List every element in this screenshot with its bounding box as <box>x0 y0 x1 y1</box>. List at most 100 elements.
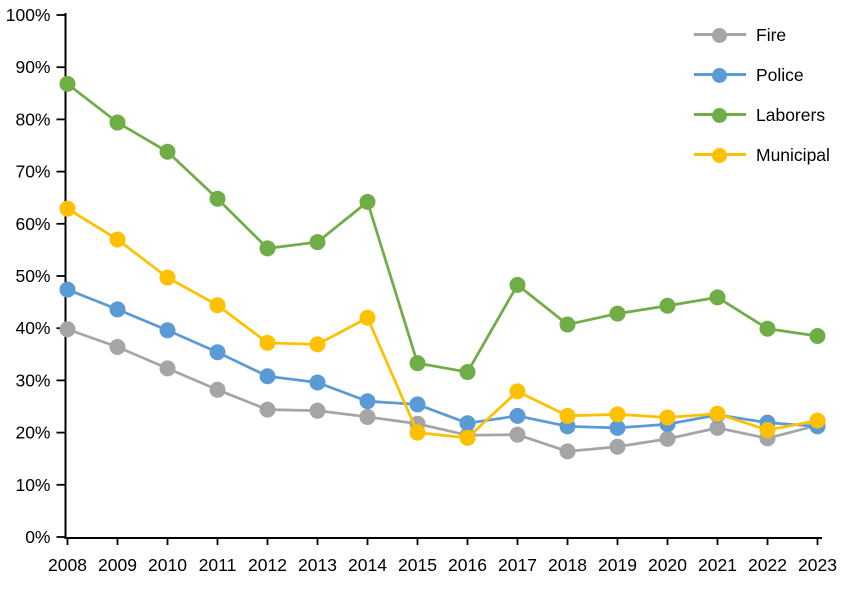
x-tick-label-2023: 2023 <box>798 555 837 575</box>
x-tick-label-2022: 2022 <box>748 555 787 575</box>
legend-label-police: Police <box>756 64 804 85</box>
x-tick-label-2021: 2021 <box>698 555 737 575</box>
data-point-laborers-2017 <box>509 276 526 293</box>
data-point-police-2012 <box>259 368 276 385</box>
y-tick-label-30: 30% <box>15 370 50 390</box>
legend-label-fire: Fire <box>756 24 787 45</box>
data-point-laborers-2008 <box>59 75 76 92</box>
data-point-laborers-2018 <box>559 316 576 333</box>
x-tick-label-2016: 2016 <box>448 555 487 575</box>
data-point-laborers-2015 <box>409 355 426 372</box>
series-line-municipal <box>66 207 819 440</box>
data-point-municipal-2017 <box>509 383 526 400</box>
x-tick-label-2018: 2018 <box>548 555 587 575</box>
data-point-police-2008 <box>59 281 76 298</box>
data-point-laborers-2012 <box>259 240 276 257</box>
data-point-laborers-2019 <box>609 305 626 322</box>
legend: Fire Police Laborers Municipal <box>694 24 830 165</box>
legend-label-municipal: Municipal <box>756 144 830 165</box>
data-point-municipal-2018 <box>559 407 576 424</box>
data-point-municipal-2011 <box>209 297 226 314</box>
legend-item-municipal: Municipal <box>694 144 830 165</box>
y-tick-label-0: 0% <box>25 527 50 547</box>
data-point-municipal-2021 <box>709 405 726 422</box>
x-tick-label-2020: 2020 <box>648 555 687 575</box>
data-point-municipal-2014 <box>359 309 376 326</box>
data-point-fire-2017 <box>509 426 526 443</box>
data-point-fire-2010 <box>159 360 176 377</box>
data-point-laborers-2010 <box>159 143 176 160</box>
x-tick-label-2014: 2014 <box>348 555 387 575</box>
laborers-series-swatch-icon <box>694 107 746 123</box>
data-point-police-2014 <box>359 393 376 410</box>
y-tick-label-10: 10% <box>15 475 50 495</box>
data-point-municipal-2023 <box>809 412 826 429</box>
data-point-municipal-2015 <box>409 424 426 441</box>
data-point-laborers-2023 <box>809 328 826 345</box>
data-point-laborers-2013 <box>309 234 326 251</box>
data-point-fire-2018 <box>559 443 576 460</box>
data-point-police-2009 <box>109 301 126 318</box>
data-point-municipal-2019 <box>609 406 626 423</box>
x-tick-label-2017: 2017 <box>498 555 537 575</box>
data-point-fire-2014 <box>359 408 376 425</box>
data-point-police-2016 <box>459 415 476 432</box>
data-point-fire-2019 <box>609 438 626 455</box>
data-point-fire-2020 <box>659 430 676 447</box>
x-tick-label-2010: 2010 <box>148 555 187 575</box>
x-tick-label-2013: 2013 <box>298 555 337 575</box>
data-point-police-2011 <box>209 344 226 361</box>
series-line-fire <box>66 327 819 453</box>
legend-item-laborers: Laborers <box>694 104 830 125</box>
legend-item-fire: Fire <box>694 24 830 45</box>
data-point-laborers-2021 <box>709 289 726 306</box>
data-point-municipal-2016 <box>459 429 476 446</box>
x-tick-label-2015: 2015 <box>398 555 437 575</box>
x-tick-label-2019: 2019 <box>598 555 637 575</box>
data-point-municipal-2022 <box>759 421 776 438</box>
fire-series-swatch-icon <box>694 27 746 43</box>
data-point-fire-2009 <box>109 338 126 355</box>
x-tick-label-2011: 2011 <box>199 555 237 575</box>
x-tick-label-2012: 2012 <box>248 555 287 575</box>
y-tick-label-60: 60% <box>15 214 50 234</box>
data-point-police-2017 <box>509 407 526 424</box>
legend-item-police: Police <box>694 64 830 85</box>
legend-label-laborers: Laborers <box>756 104 826 125</box>
y-tick-label-100: 100% <box>6 5 51 25</box>
data-point-laborers-2022 <box>759 320 776 337</box>
data-point-municipal-2020 <box>659 409 676 426</box>
data-point-municipal-2012 <box>259 334 276 351</box>
y-tick-label-80: 80% <box>15 109 50 129</box>
data-point-fire-2021 <box>709 419 726 436</box>
data-point-police-2013 <box>309 374 326 391</box>
data-point-fire-2008 <box>59 321 76 338</box>
data-point-police-2015 <box>409 396 426 413</box>
x-tick-label-2009: 2009 <box>98 555 137 575</box>
data-point-municipal-2013 <box>309 336 326 353</box>
data-point-municipal-2010 <box>159 269 176 286</box>
data-point-laborers-2011 <box>209 190 226 207</box>
y-tick-label-50: 50% <box>15 266 50 286</box>
series-line-laborers <box>66 82 819 374</box>
y-tick-label-20: 20% <box>15 423 50 443</box>
data-point-police-2010 <box>159 322 176 339</box>
data-point-fire-2011 <box>209 381 226 398</box>
data-point-fire-2013 <box>309 402 326 419</box>
y-tick-label-90: 90% <box>15 57 50 77</box>
y-tick-label-70: 70% <box>15 162 50 182</box>
municipal-series-swatch-icon <box>694 147 746 163</box>
data-point-fire-2012 <box>259 401 276 418</box>
data-point-laborers-2016 <box>459 364 476 381</box>
x-tick-label-2008: 2008 <box>48 555 87 575</box>
data-point-laborers-2014 <box>359 193 376 210</box>
series-line-police <box>66 288 819 430</box>
police-series-swatch-icon <box>694 67 746 83</box>
y-tick-label-40: 40% <box>15 318 50 338</box>
data-point-laborers-2009 <box>109 114 126 131</box>
data-point-police-2019 <box>609 419 626 436</box>
data-point-municipal-2009 <box>109 231 126 248</box>
data-point-laborers-2020 <box>659 297 676 314</box>
